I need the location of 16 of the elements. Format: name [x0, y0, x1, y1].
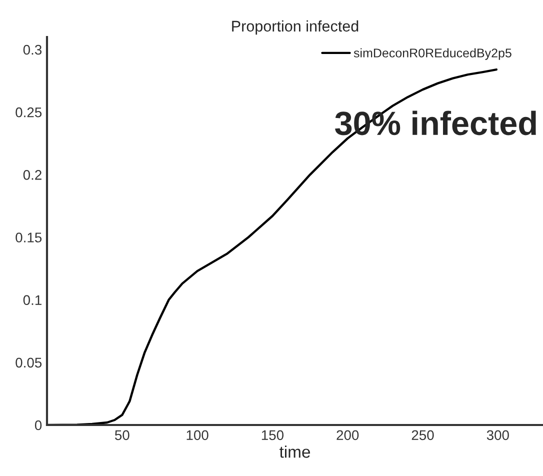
x-tick-label: 50: [114, 430, 130, 440]
y-tick-label: 0.15: [16, 232, 42, 242]
y-tick-label: 0.2: [23, 170, 42, 180]
x-tick-label: 200: [336, 430, 359, 440]
y-tick-label: 0.05: [16, 358, 42, 368]
x-tick-label: 300: [486, 430, 509, 440]
x-tick-label: 250: [412, 430, 434, 440]
y-tick-label: 0.3: [23, 44, 42, 55]
x-axis-title: time: [280, 446, 310, 458]
chart-title: Proportion infected: [232, 20, 358, 35]
x-tick-label: 100: [186, 430, 208, 440]
x-tick-label: 150: [262, 430, 284, 440]
y-tick-label: 0.25: [16, 107, 42, 118]
y-tick-label: 0.1: [23, 295, 42, 306]
y-tick-label: 0: [34, 420, 42, 430]
legend-label: simDeconR0REducedBy2p5: [354, 48, 512, 60]
